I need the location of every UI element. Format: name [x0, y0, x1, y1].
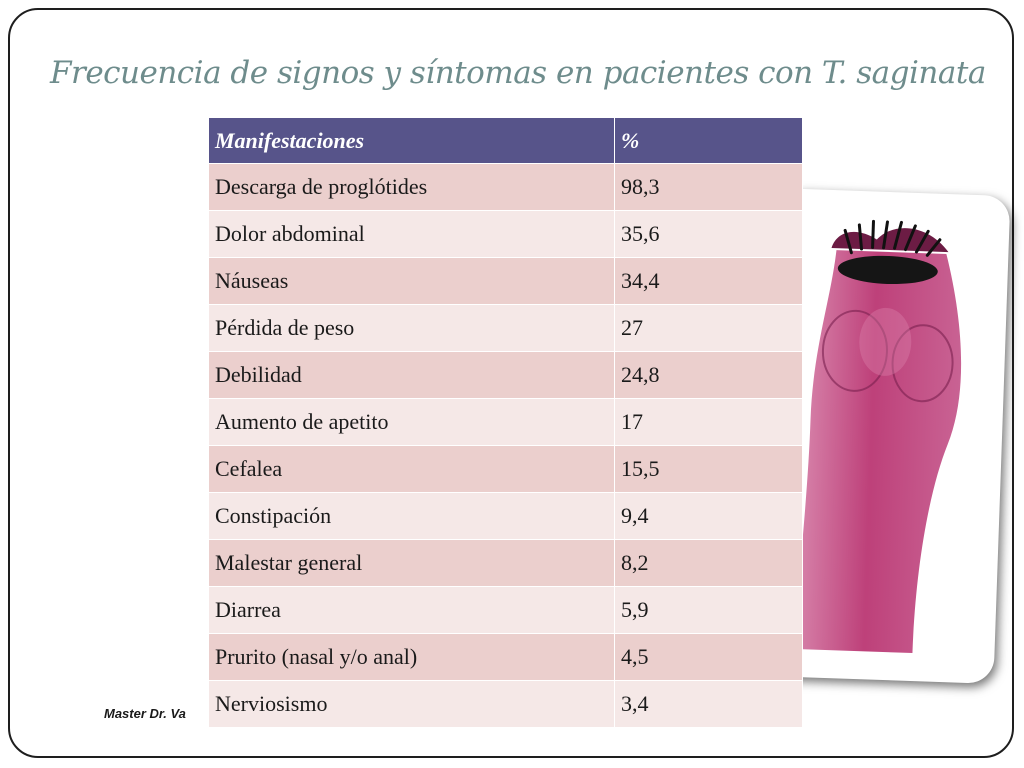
percent-cell: 24,8: [614, 351, 803, 399]
percent-cell: 9,4: [614, 492, 803, 540]
manifestation-cell: Debilidad: [208, 351, 615, 399]
percent-cell: 4,5: [614, 633, 803, 681]
scolex-image-card: [761, 188, 1011, 684]
slide-frame: [8, 8, 1014, 758]
header-percent: %: [614, 117, 803, 164]
percent-cell: 34,4: [614, 257, 803, 305]
table-row: Prurito (nasal y/o anal) 4,5: [208, 633, 803, 681]
table-row: Descarga de proglótides 98,3: [208, 163, 803, 211]
symptoms-table: Manifestaciones % Descarga de proglótide…: [208, 117, 803, 728]
table-header-row: Manifestaciones %: [208, 117, 803, 164]
manifestation-cell: Diarrea: [208, 586, 615, 634]
percent-cell: 15,5: [614, 445, 803, 493]
table-row: Pérdida de peso 27: [208, 304, 803, 352]
manifestation-cell: Nerviosismo: [208, 680, 615, 728]
table-row: Malestar general 8,2: [208, 539, 803, 587]
percent-cell: 8,2: [614, 539, 803, 587]
percent-cell: 5,9: [614, 586, 803, 634]
manifestation-cell: Dolor abdominal: [208, 210, 615, 258]
manifestation-cell: Malestar general: [208, 539, 615, 587]
percent-cell: 35,6: [614, 210, 803, 258]
manifestation-cell: Pérdida de peso: [208, 304, 615, 352]
tapeworm-scolex-image: [792, 219, 962, 654]
slide-title: Frecuencia de signos y síntomas en pacie…: [50, 55, 986, 91]
table-row: Dolor abdominal 35,6: [208, 210, 803, 258]
percent-cell: 27: [614, 304, 803, 352]
table-row: Diarrea 5,9: [208, 586, 803, 634]
manifestation-cell: Prurito (nasal y/o anal): [208, 633, 615, 681]
table-row: Constipación 9,4: [208, 492, 803, 540]
percent-cell: 98,3: [614, 163, 803, 211]
table-row: Nerviosismo 3,4: [208, 680, 803, 728]
manifestation-cell: Náuseas: [208, 257, 615, 305]
table-row: Aumento de apetito 17: [208, 398, 803, 446]
author-footer: Master Dr. Va: [104, 706, 186, 721]
table-row: Náuseas 34,4: [208, 257, 803, 305]
percent-cell: 3,4: [614, 680, 803, 728]
manifestation-cell: Descarga de proglótides: [208, 163, 615, 211]
manifestation-cell: Aumento de apetito: [208, 398, 615, 446]
percent-cell: 17: [614, 398, 803, 446]
manifestation-cell: Cefalea: [208, 445, 615, 493]
manifestation-cell: Constipación: [208, 492, 615, 540]
table-row: Cefalea 15,5: [208, 445, 803, 493]
header-manifestaciones: Manifestaciones: [208, 117, 615, 164]
table-row: Debilidad 24,8: [208, 351, 803, 399]
